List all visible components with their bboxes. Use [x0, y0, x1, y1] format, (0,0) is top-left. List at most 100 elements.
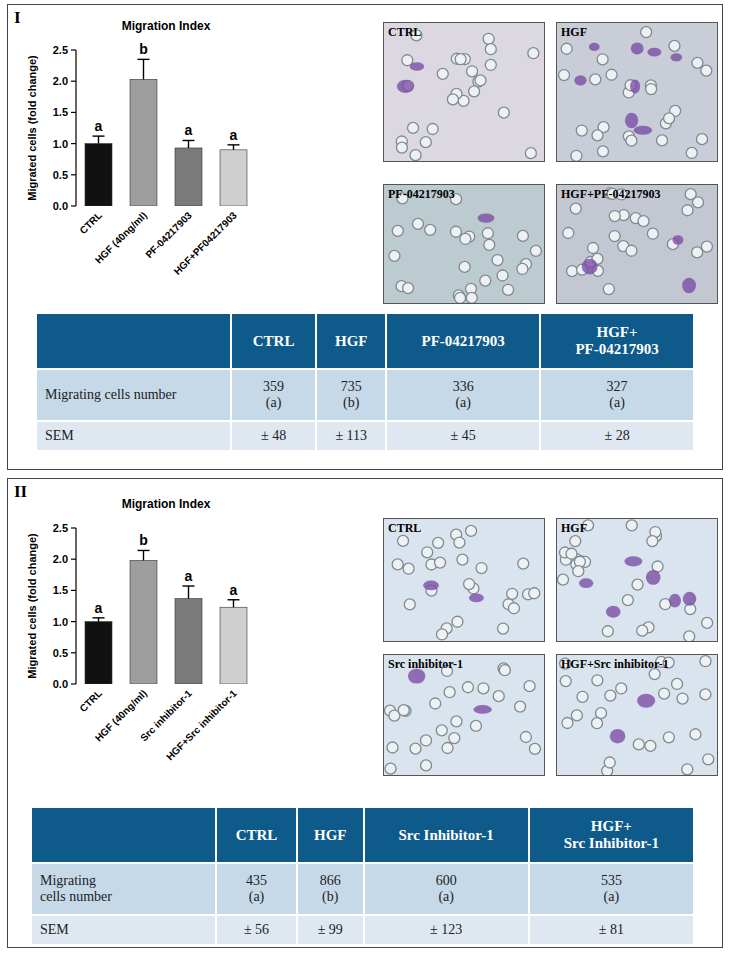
y-tick [71, 205, 76, 206]
cell-value: 359 [236, 379, 311, 395]
y-tick [71, 112, 76, 113]
error-bar [183, 586, 195, 598]
bar [175, 599, 202, 684]
bar [175, 148, 202, 206]
table-cell: ± 48 [231, 421, 316, 451]
significance-letter: b [139, 41, 148, 57]
column-header: HGF [297, 807, 364, 863]
y-tick-label: 1.5 [53, 584, 68, 596]
chart-title: Migration Index [122, 497, 211, 511]
error-bar [228, 600, 240, 607]
micrograph: HGF+PF-04217903 [556, 184, 718, 304]
micrograph: CTRL [383, 22, 545, 162]
y-tick-label: 0.0 [53, 200, 68, 212]
y-axis-label: Migrated cells (fold change) [26, 55, 38, 201]
data-table: CTRLHGFSrc Inhibitor-1HGF+ Src Inhibitor… [30, 806, 695, 946]
cell-group: (a) [221, 889, 292, 905]
y-tick-label: 2.5 [53, 522, 68, 534]
table-cell: ± 99 [297, 915, 364, 945]
cell-group: (a) [545, 395, 689, 411]
micrograph: CTRL [383, 518, 545, 642]
error-bar [93, 136, 105, 143]
cell-value: ± 28 [545, 428, 689, 444]
cell-value: ± 45 [391, 428, 535, 444]
bar-chart: Migration Index Migrated cells (fold chan… [18, 488, 318, 770]
column-header: HGF+ PF-04217903 [540, 313, 694, 369]
y-tick [71, 683, 76, 684]
table-cell: ± 81 [529, 915, 694, 945]
table-cell: 359(a) [231, 369, 316, 421]
y-tick-label: 1.5 [53, 106, 68, 118]
image-label: Src inhibitor-1 [388, 657, 463, 672]
image-label: CTRL [388, 521, 421, 536]
column-header: PF-04217903 [386, 313, 540, 369]
y-tick-label: 1.0 [53, 138, 68, 150]
cell-group: (b) [302, 889, 359, 905]
table-cell: ± 45 [386, 421, 540, 451]
bar [130, 560, 157, 684]
table-cell: 336(a) [386, 369, 540, 421]
y-tick [71, 527, 76, 528]
cell-value: 600 [369, 873, 524, 889]
column-header: CTRL [216, 807, 297, 863]
significance-letter: a [230, 582, 238, 598]
table-cell: ± 113 [316, 421, 386, 451]
row-label: Migrating cells number [36, 369, 231, 421]
table-cell: 600(a) [364, 863, 529, 915]
chart-title: Migration Index [122, 19, 211, 33]
image-label: PF-04217903 [388, 187, 455, 202]
panel-label: II [14, 482, 27, 502]
cell-value: 535 [534, 873, 689, 889]
significance-letter: a [95, 600, 103, 616]
cell-group: (a) [534, 889, 689, 905]
cell-group: (a) [369, 889, 524, 905]
x-tick-label: PF-04217903 [143, 209, 194, 260]
image-label: CTRL [388, 25, 421, 40]
table-cell: 735(b) [316, 369, 386, 421]
significance-letter: a [185, 568, 193, 584]
y-tick-label: 2.0 [53, 553, 68, 565]
column-header: HGF+ Src Inhibitor-1 [529, 807, 694, 863]
error-bar [138, 550, 150, 560]
bar-chart: Migration Index Migrated cells (fold chan… [18, 10, 318, 292]
bar [220, 607, 247, 684]
x-tick-label: CTRL [77, 688, 104, 715]
y-tick [71, 621, 76, 622]
bar [85, 144, 112, 206]
table-cell: 327(a) [540, 369, 694, 421]
cell-value: 327 [545, 379, 689, 395]
table-cell: 535(a) [529, 863, 694, 915]
table-cell: ± 28 [540, 421, 694, 451]
x-tick-label: HGF+PF04217903 [172, 209, 240, 277]
cell-value: ± 99 [302, 922, 359, 938]
micrograph: HGF+Src inhibitor-1 [556, 654, 718, 776]
y-axis-label: Migrated cells (fold change) [26, 533, 38, 679]
error-bar [228, 145, 240, 150]
cell-group: (b) [321, 395, 381, 411]
row-label: SEM [36, 421, 231, 451]
column-header: CTRL [231, 313, 316, 369]
bar [130, 79, 157, 206]
cell-value: ± 48 [236, 428, 311, 444]
cell-value: 336 [391, 379, 535, 395]
cell-group: (a) [236, 395, 311, 411]
y-tick [71, 590, 76, 591]
y-tick-label: 2.5 [53, 44, 68, 56]
cell-value: 435 [221, 873, 292, 889]
column-header: HGF [316, 313, 386, 369]
data-table: CTRLHGFPF-04217903HGF+ PF-04217903 Migrat… [35, 312, 695, 452]
y-tick-label: 0.5 [53, 647, 68, 659]
significance-letter: a [185, 122, 193, 138]
y-tick [71, 143, 76, 144]
error-bar [183, 140, 195, 147]
cell-value: ± 113 [321, 428, 381, 444]
row-label: SEM [31, 915, 216, 945]
error-bar [93, 618, 105, 622]
micrograph: PF-04217903 [383, 184, 545, 304]
micrograph: HGF [556, 22, 718, 162]
significance-letter: a [95, 118, 103, 134]
x-tick-label: HGF (40ng/ml) [93, 210, 149, 266]
micrograph: Src inhibitor-1 [383, 654, 545, 776]
x-tick-label: HGF+Src inhibitor-1 [164, 687, 239, 762]
y-axis-line [75, 528, 76, 684]
